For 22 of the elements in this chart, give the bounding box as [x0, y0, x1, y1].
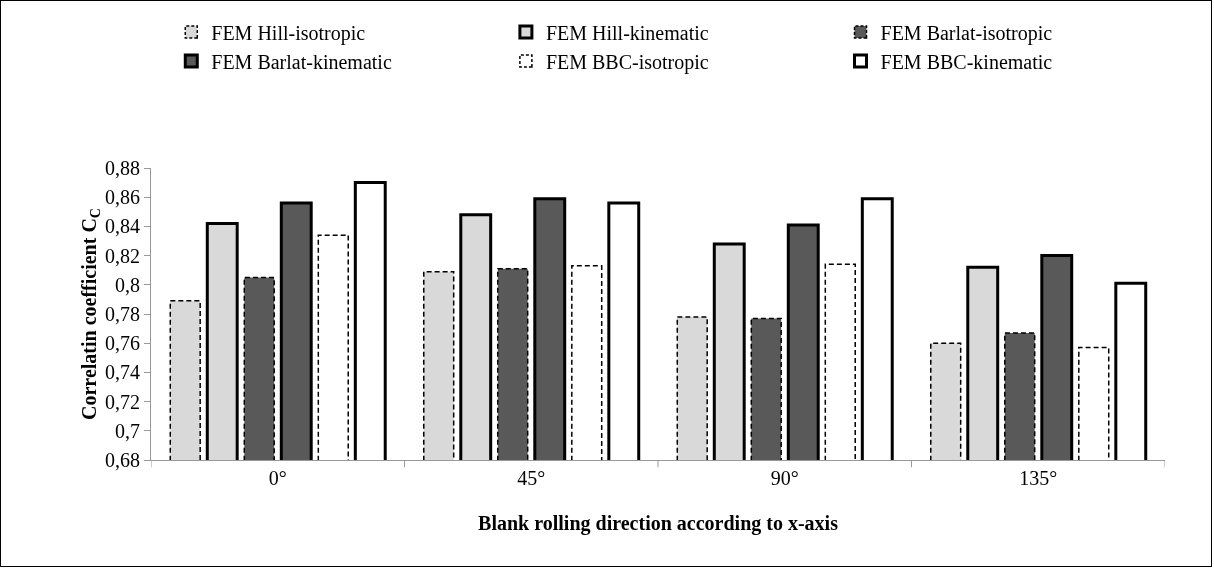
y-tick-label: 0,74 [105, 361, 140, 384]
y-tick-label: 0,78 [105, 303, 140, 325]
y-tick-label: 0,76 [105, 332, 140, 355]
legend-label: FEM Hill-isotropic [211, 21, 366, 45]
y-tick-label: 0,86 [105, 186, 140, 209]
x-tick-label: 90° [770, 467, 799, 489]
x-tick-label: 0° [268, 467, 287, 489]
legend-label: FEM Barlat-kinematic [211, 50, 392, 73]
legend-label: FEM Hill-kinematic [545, 21, 709, 44]
y-tick-label: 0,72 [105, 390, 140, 413]
y-tick-label: 0,8 [115, 273, 140, 296]
y-tick-label: 0,68 [105, 449, 140, 471]
legend-label: FEM Barlat-isotropic [880, 21, 1053, 45]
x-tick-label: 45° [517, 467, 546, 489]
y-tick-label: 0,7 [115, 419, 140, 442]
x-axis-title: Blank rolling direction according to x-axis [478, 512, 839, 535]
legend-label: FEM BBC-kinematic [880, 50, 1053, 73]
legend-label: FEM BBC-isotropic [545, 50, 709, 74]
y-tick-label: 0,84 [105, 215, 140, 238]
x-tick-label: 135° [1019, 467, 1058, 489]
y-tick-label: 0,82 [105, 244, 140, 267]
y-tick-label: 0,88 [105, 157, 140, 179]
